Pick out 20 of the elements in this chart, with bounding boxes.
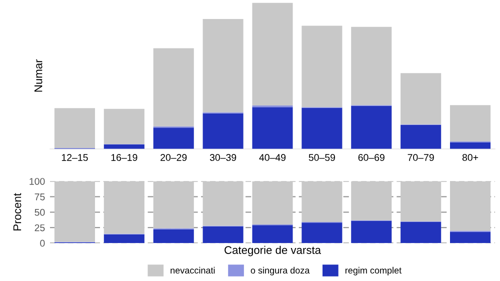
y-tick-label: 75 — [34, 194, 45, 200]
y-tick-label: 50 — [34, 208, 45, 216]
x-tick-label: 40–49 — [259, 154, 286, 161]
legend-label: o singura doza — [250, 266, 310, 276]
y-tick-label: 25 — [34, 224, 45, 232]
y-tick-label: 100 — [30, 178, 45, 185]
x-tick-label: 50–59 — [308, 154, 336, 161]
x-tick-label: 16–19 — [111, 154, 138, 161]
x-tick-label: 80+ — [462, 154, 478, 161]
x-tick-label: 60–69 — [358, 154, 384, 161]
y-tick-label: 0 — [40, 240, 45, 247]
legend-label: regim complet — [345, 266, 402, 276]
y-axis-title: Numar — [34, 59, 42, 92]
x-tick-label: 20–29 — [160, 154, 187, 161]
legend-label: nevaccinati — [170, 266, 215, 274]
y-axis-title: Procent — [13, 193, 22, 230]
x-tick-label: 12–15 — [62, 154, 88, 161]
x-tick-label: 30–39 — [210, 154, 236, 161]
x-tick-label: 70–79 — [408, 154, 434, 161]
x-axis-title: Categorie de varsta — [224, 246, 321, 256]
